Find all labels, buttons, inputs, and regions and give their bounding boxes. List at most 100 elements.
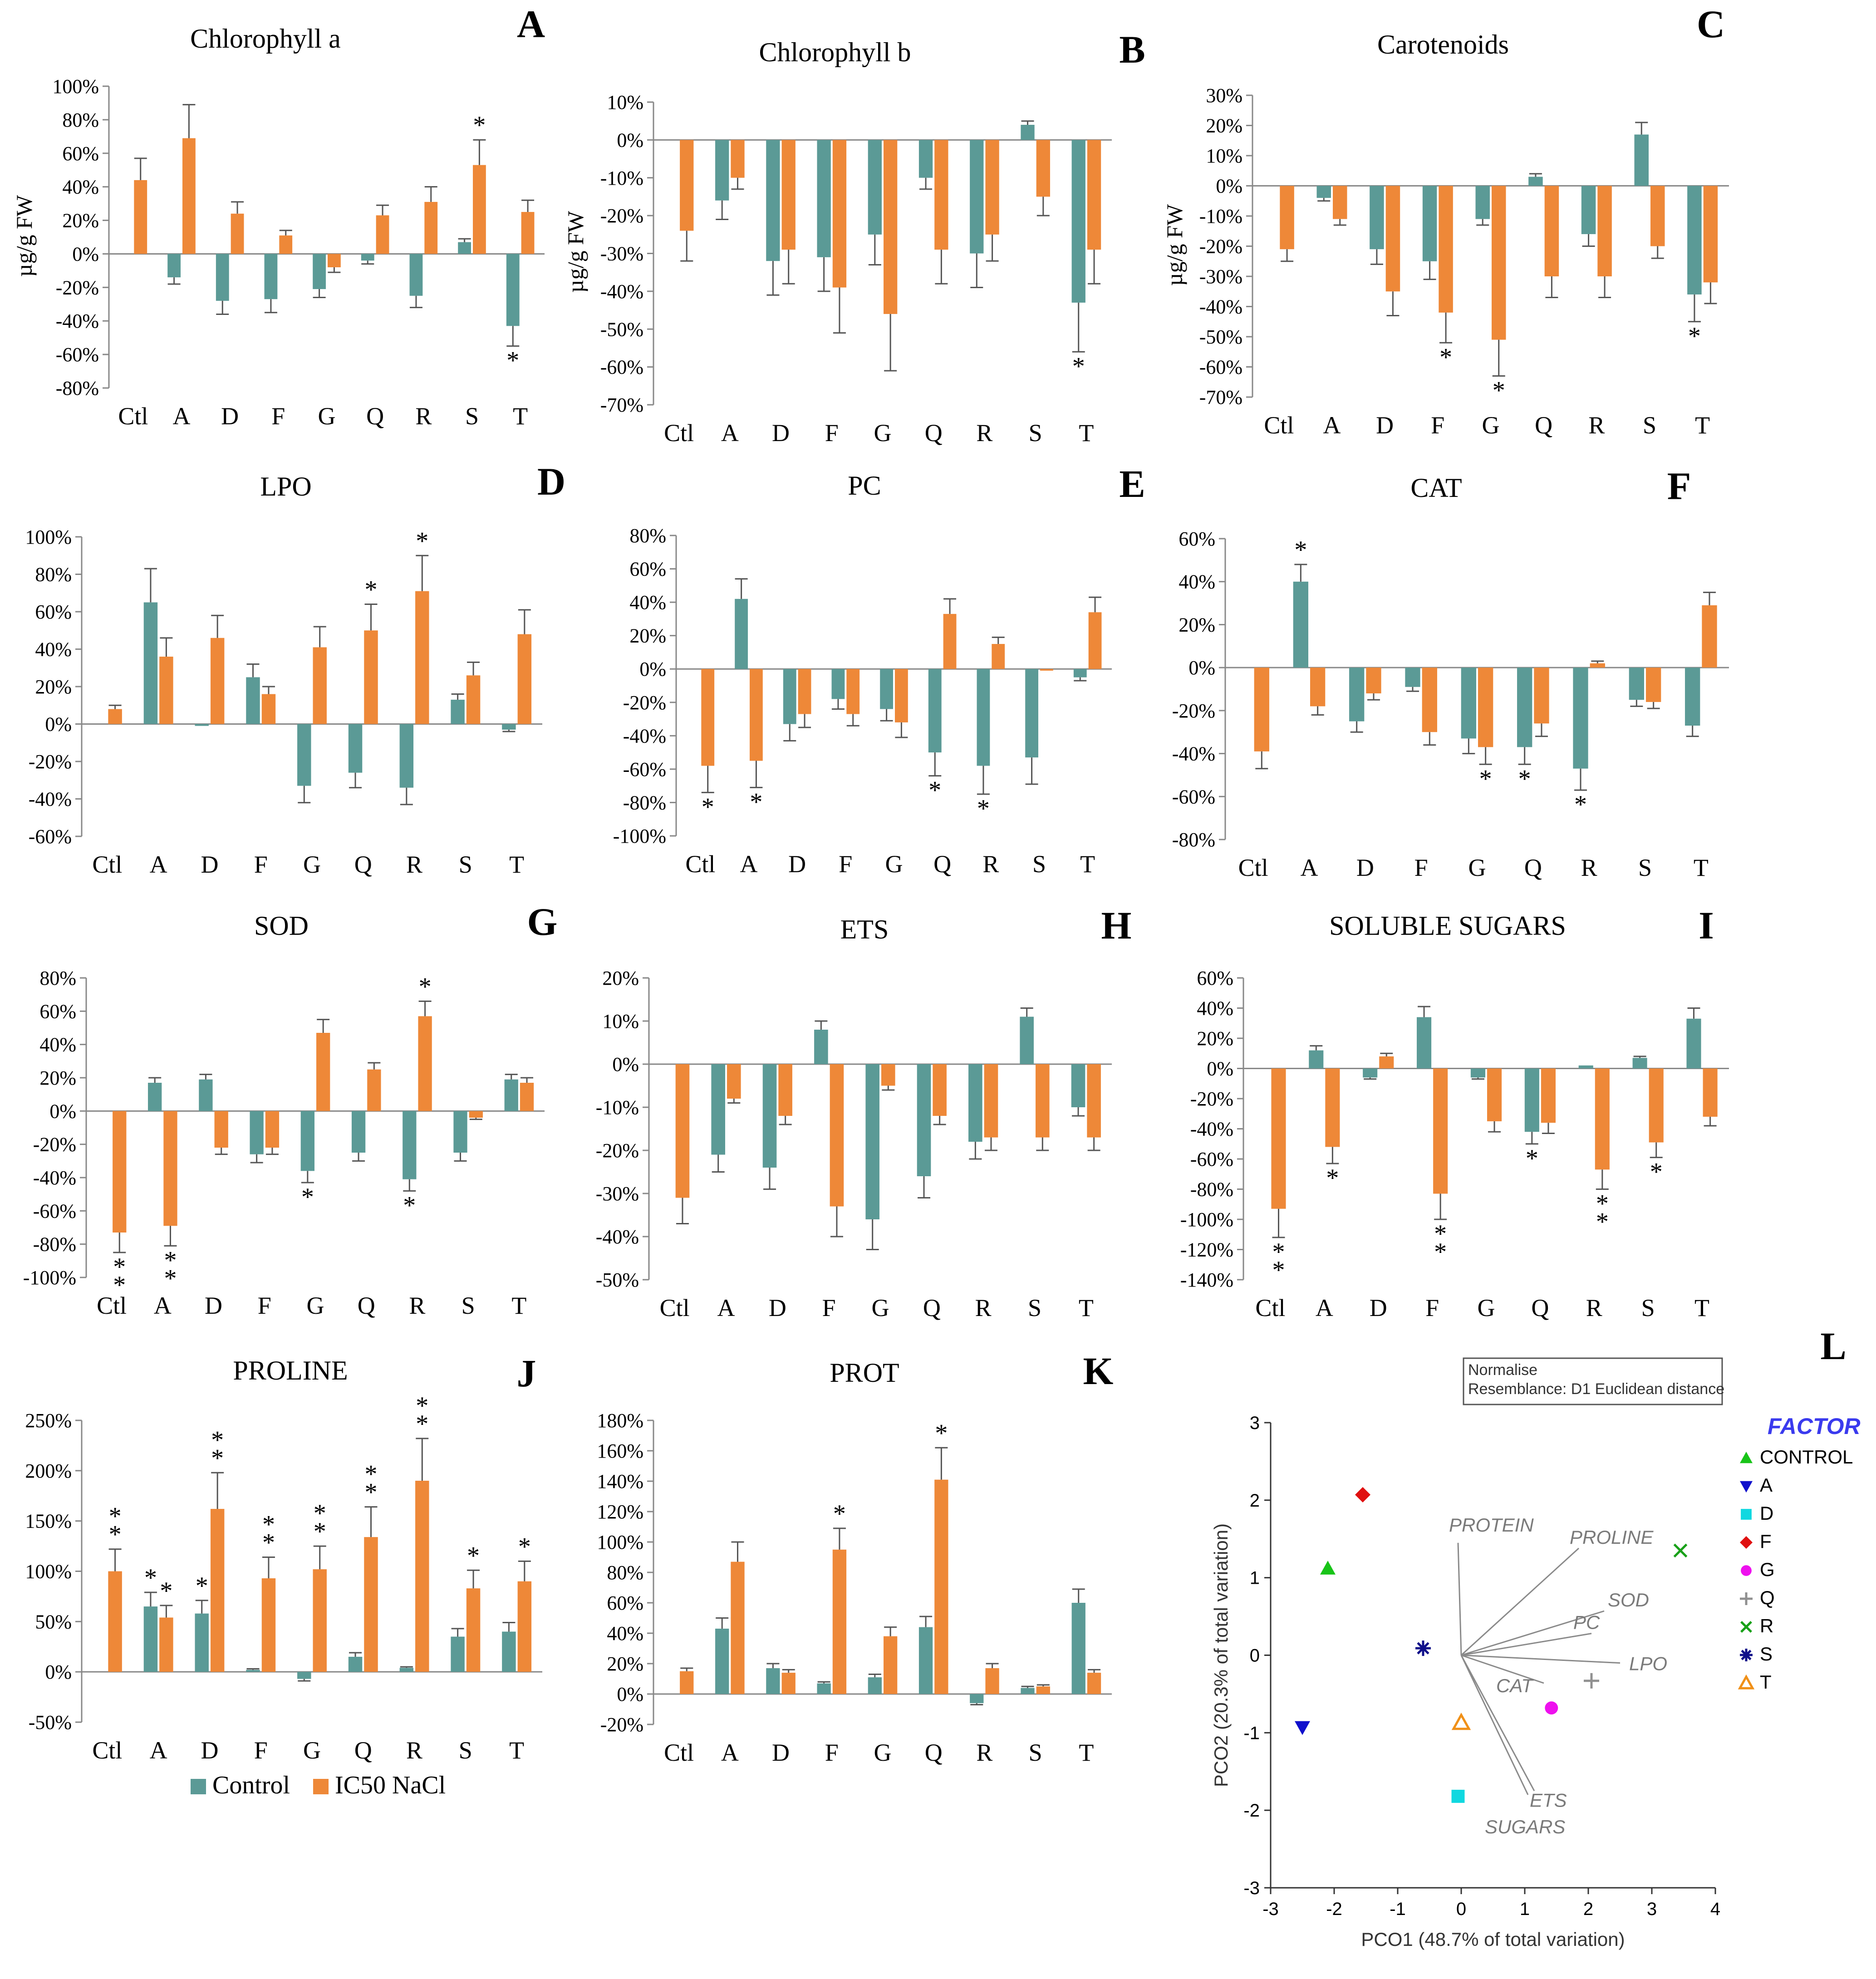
y-tick-label: -1	[1243, 1723, 1260, 1743]
y-tick-label: -100%	[1180, 1208, 1233, 1231]
bar-treated	[985, 1668, 999, 1694]
bar-treated	[521, 212, 535, 254]
y-axis-label: µg/g FW	[11, 195, 37, 277]
bar-treated	[731, 140, 745, 178]
chart-H: ETS H -50% -40% -30% -20% -10% 0% 10% 20% Ctl A D F G Q…	[596, 904, 1132, 1321]
x-tick-label: S	[1032, 850, 1046, 878]
y-tick-label: -80%	[1190, 1179, 1233, 1201]
panel-letter: D	[537, 460, 565, 503]
x-tick-label: 0	[1456, 1899, 1466, 1919]
chart-title: PROT	[830, 1358, 899, 1388]
bar-control	[1405, 668, 1420, 687]
bar-control	[1517, 668, 1532, 747]
bar-treated	[214, 1111, 228, 1148]
bar-control	[399, 724, 414, 788]
x-tick-label: A	[150, 1737, 167, 1764]
bar-control	[348, 1656, 363, 1672]
y-axis-label: µg/g FW	[1162, 204, 1187, 286]
significance-star: *	[1326, 1164, 1339, 1192]
y-tick-label: -60%	[623, 758, 666, 781]
bar-treated	[781, 1673, 796, 1694]
bar-treated	[985, 140, 999, 235]
x-tick-label: T	[1079, 419, 1094, 447]
bar-control	[766, 1668, 780, 1694]
y-tick-label: 60%	[39, 1000, 76, 1022]
bar-treated	[1036, 1064, 1050, 1138]
y-tick-label: -60%	[1190, 1148, 1233, 1170]
x-tick-label: Q	[366, 403, 384, 430]
x-tick-label: D	[769, 1294, 786, 1321]
bar-treated	[108, 1571, 122, 1672]
x-tick-label: Ctl	[1255, 1294, 1285, 1321]
bar-control	[409, 254, 423, 296]
legend-label: T	[1760, 1671, 1772, 1693]
y-tick-label: -140%	[1180, 1269, 1233, 1291]
x-tick-label: F	[825, 419, 839, 447]
y-tick-label: -20%	[1172, 700, 1215, 722]
bar-treated	[1036, 140, 1050, 197]
y-tick-label: -80%	[56, 377, 99, 399]
x-tick-label: A	[721, 1739, 739, 1766]
y-tick-label: -30%	[1199, 265, 1242, 288]
y-tick-label: 100%	[52, 75, 99, 98]
bar-treated	[934, 1479, 948, 1694]
x-tick-label: D	[205, 1292, 222, 1319]
y-tick-label: 80%	[39, 967, 76, 989]
bar-control	[143, 1606, 158, 1672]
y-tick-label: -120%	[1180, 1239, 1233, 1261]
bar-treated	[1422, 668, 1437, 732]
bar-treated	[884, 140, 898, 314]
x-tick-label: F	[822, 1294, 836, 1321]
bar-control	[1071, 1603, 1085, 1694]
loading-vector	[1460, 1655, 1529, 1795]
y-tick-label: -20%	[600, 205, 643, 227]
x-tick-label: A	[740, 850, 758, 878]
scatter-point	[1295, 1721, 1310, 1735]
bar-control	[814, 1030, 828, 1064]
legend-swatch-treated	[313, 1779, 329, 1794]
bar-control	[1363, 1068, 1378, 1078]
bar-control	[977, 669, 990, 766]
y-tick-label: -20%	[1190, 1088, 1233, 1110]
bar-treated	[113, 1111, 127, 1233]
y-tick-label: 40%	[1197, 997, 1233, 1020]
significance-star: *	[403, 1191, 416, 1219]
bar-control	[1021, 1688, 1035, 1694]
bar-control	[970, 1694, 984, 1704]
y-tick-label: 160%	[597, 1440, 643, 1462]
bar-control	[451, 699, 465, 724]
bar-control	[148, 1083, 162, 1111]
bar-control	[1524, 1068, 1539, 1132]
y-tick-label: 20%	[1206, 115, 1242, 137]
significance-star: *	[109, 1503, 122, 1531]
bar-treated	[159, 1617, 173, 1672]
bar-treated	[701, 669, 715, 766]
chart-A: Chlorophyll a Aµg/g FW -80% -60% -40% -20% 0% 2…	[11, 2, 545, 430]
bar-control	[399, 1668, 414, 1672]
panel-letter: I	[1699, 904, 1714, 947]
x-tick-label: A	[173, 403, 191, 430]
bar-treated	[1088, 612, 1102, 669]
y-tick-label: 60%	[62, 142, 99, 165]
x-tick-label: T	[1694, 1294, 1709, 1321]
y-tick-label: 80%	[62, 109, 99, 131]
significance-star: *	[365, 1478, 378, 1507]
bar-treated	[1366, 668, 1381, 693]
significance-star: *	[473, 111, 486, 139]
significance-star: *	[211, 1426, 224, 1454]
y-tick-label: -60%	[56, 344, 99, 366]
y-tick-label: -50%	[29, 1711, 72, 1733]
y-tick-label: 180%	[597, 1409, 643, 1432]
bar-treated	[1487, 1068, 1502, 1121]
bar-control	[351, 1111, 366, 1153]
x-axis-label: PCO1 (48.7% of total variation)	[1361, 1929, 1625, 1950]
significance-star: *	[314, 1517, 326, 1546]
y-tick-label: 40%	[62, 176, 99, 198]
chart-title: CAT	[1410, 473, 1462, 503]
y-tick-label: -20%	[623, 692, 666, 714]
x-tick-label: F	[825, 1739, 839, 1766]
chart-title: SOD	[254, 911, 309, 941]
y-tick-label: -20%	[596, 1139, 639, 1162]
legend-marker	[1738, 1674, 1755, 1689]
